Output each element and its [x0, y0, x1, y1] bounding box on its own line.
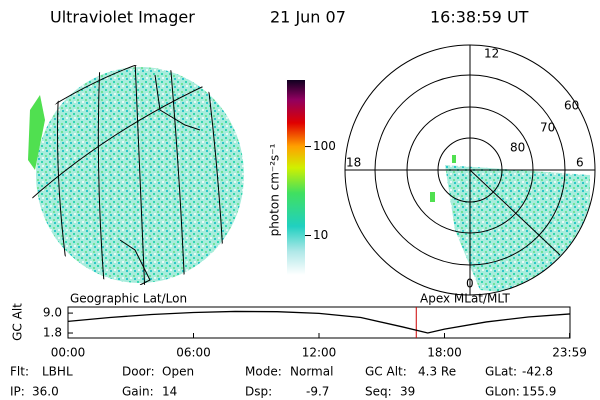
hour-label: 6: [576, 156, 584, 170]
field-label: Seq:: [365, 385, 392, 399]
x-tick-label: 00:00: [51, 346, 86, 360]
field-value: 39: [400, 385, 415, 399]
colorbar: [287, 80, 305, 275]
field-label: GLon:: [485, 385, 520, 399]
time: 16:38:59 UT: [430, 8, 529, 27]
field-value: 4.3 Re: [418, 365, 456, 379]
left-label: Geographic Lat/Lon: [70, 292, 187, 306]
polar-plot: [344, 44, 596, 296]
lat-label: 70: [540, 121, 555, 135]
hour-label: 18: [346, 156, 361, 170]
lat-label: 80: [510, 141, 525, 155]
x-tick-label: 18:00: [427, 346, 462, 360]
field-value: -42.8: [522, 365, 553, 379]
field-label: IP:: [10, 385, 25, 399]
field-label: Gain:: [122, 385, 154, 399]
field-label: Mode:: [245, 365, 282, 379]
y-tick-label: 9.0: [43, 306, 62, 320]
field-label: Dsp:: [245, 385, 272, 399]
green-band: [28, 95, 45, 170]
lat-label: 60: [564, 99, 579, 113]
field-value: 14: [162, 385, 177, 399]
field-value: LBHL: [42, 365, 73, 379]
field-value: Open: [162, 365, 194, 379]
x-tick-label: 06:00: [176, 346, 211, 360]
hour-label: 0: [466, 277, 474, 291]
right-label: Apex MLat/MLT: [420, 292, 510, 306]
geo-image: [28, 65, 244, 285]
field-label: Door:: [122, 365, 155, 379]
date: 21 Jun 07: [270, 8, 346, 27]
field-value: 36.0: [32, 385, 59, 399]
x-tick-label: 23:59: [552, 346, 587, 360]
title: Ultraviolet Imager: [50, 8, 195, 27]
field-label: GLat:: [485, 365, 517, 379]
y-tick-label: 1.8: [43, 326, 62, 340]
colorbar-tick-label: 10: [313, 228, 328, 242]
hour-label: 12: [484, 47, 499, 61]
field-label: Flt:: [10, 365, 29, 379]
field-label: GC Alt:: [365, 365, 407, 379]
field-value: -9.7: [306, 385, 329, 399]
colorbar-label: photon cm⁻²s⁻¹: [268, 143, 282, 236]
field-value: Normal: [290, 365, 333, 379]
x-tick-label: 12:00: [302, 346, 337, 360]
y-axis-label: GC Alt: [11, 303, 25, 341]
altitude-line: [67, 310, 571, 334]
colorbar-tick-label: 100: [313, 139, 336, 153]
field-value: 155.9: [522, 385, 556, 399]
